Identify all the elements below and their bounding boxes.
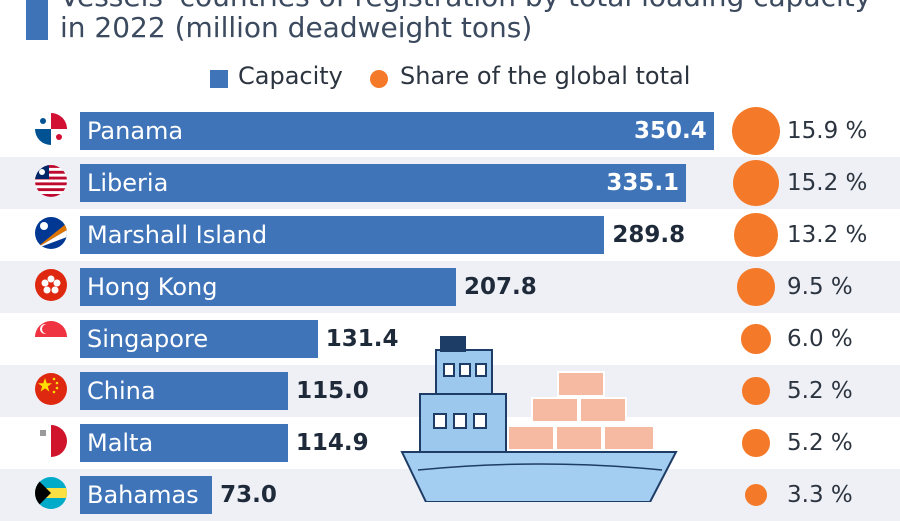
- share-label-malta: 5.2 %: [787, 430, 853, 456]
- share-label-liberia: 15.2 %: [787, 170, 868, 196]
- share-dot-malta: [742, 429, 770, 457]
- bar-hong-kong: [80, 268, 456, 306]
- country-label-singapore: Singapore: [87, 325, 209, 353]
- value-label-liberia: 335.1: [606, 170, 680, 196]
- title-accent-bar: [26, 0, 48, 40]
- malta-flag-icon: [35, 425, 67, 457]
- china-flag-icon: [35, 373, 67, 405]
- bar-singapore: [80, 320, 318, 358]
- country-label-china: China: [87, 377, 156, 405]
- bar-china: [80, 372, 289, 410]
- share-label-bahamas: 3.3 %: [787, 482, 853, 508]
- share-dot-marshall-island: [734, 213, 778, 257]
- share-dot-china: [742, 377, 770, 405]
- singapore-flag-icon: [35, 321, 67, 353]
- value-label-china: 115.0: [296, 378, 369, 404]
- value-label-panama: 350.4: [634, 118, 707, 144]
- share-dot-hong-kong: [737, 268, 775, 306]
- value-label-singapore: 131.4: [325, 326, 399, 352]
- country-label-liberia: Liberia: [87, 169, 169, 197]
- country-label-marshall-island: Marshall Island: [87, 221, 268, 249]
- hong-kong-flag-icon: [35, 269, 67, 301]
- value-label-hong-kong: 207.8: [463, 274, 537, 300]
- value-label-marshall-island: 289.8: [612, 222, 686, 248]
- cargo-ship-illustration: [400, 336, 678, 502]
- chart-title-line-2: in 2022 (million deadweight tons): [60, 11, 533, 44]
- legend-share-swatch: [370, 70, 388, 88]
- liberia-flag-icon: [35, 165, 67, 197]
- legend-share-label: Share of the global total: [400, 62, 691, 90]
- bar-marshall-island: [80, 216, 605, 254]
- share-label-china: 5.2 %: [787, 378, 853, 404]
- bar-malta: [80, 424, 288, 462]
- bahamas-flag-icon: [35, 477, 67, 509]
- country-label-hong-kong: Hong Kong: [87, 273, 218, 301]
- legend-capacity-swatch: [210, 70, 228, 88]
- country-label-panama: Panama: [87, 117, 184, 145]
- country-label-bahamas: Bahamas: [87, 481, 199, 509]
- legend-capacity-label: Capacity: [238, 62, 343, 90]
- bar-liberia: [80, 164, 687, 202]
- value-label-malta: 114.9: [295, 430, 369, 456]
- share-label-singapore: 6.0 %: [787, 326, 853, 352]
- bar-panama: [80, 112, 714, 150]
- share-label-marshall-island: 13.2 %: [787, 222, 868, 248]
- value-label-bahamas: 73.0: [220, 482, 277, 508]
- share-label-hong-kong: 9.5 %: [787, 274, 853, 300]
- marshall-islands-flag-icon: [35, 217, 67, 249]
- chart-title-line-1: Vessels' countries of registration by to…: [60, 0, 871, 13]
- share-dot-singapore: [741, 324, 771, 354]
- panama-flag-icon: [35, 113, 67, 145]
- share-dot-liberia: [732, 159, 780, 207]
- share-dot-panama: [732, 107, 780, 155]
- share-label-panama: 15.9 %: [787, 118, 868, 144]
- country-label-malta: Malta: [87, 429, 154, 457]
- legend: Capacity Share of the global total: [0, 62, 900, 96]
- share-dot-bahamas: [745, 484, 767, 506]
